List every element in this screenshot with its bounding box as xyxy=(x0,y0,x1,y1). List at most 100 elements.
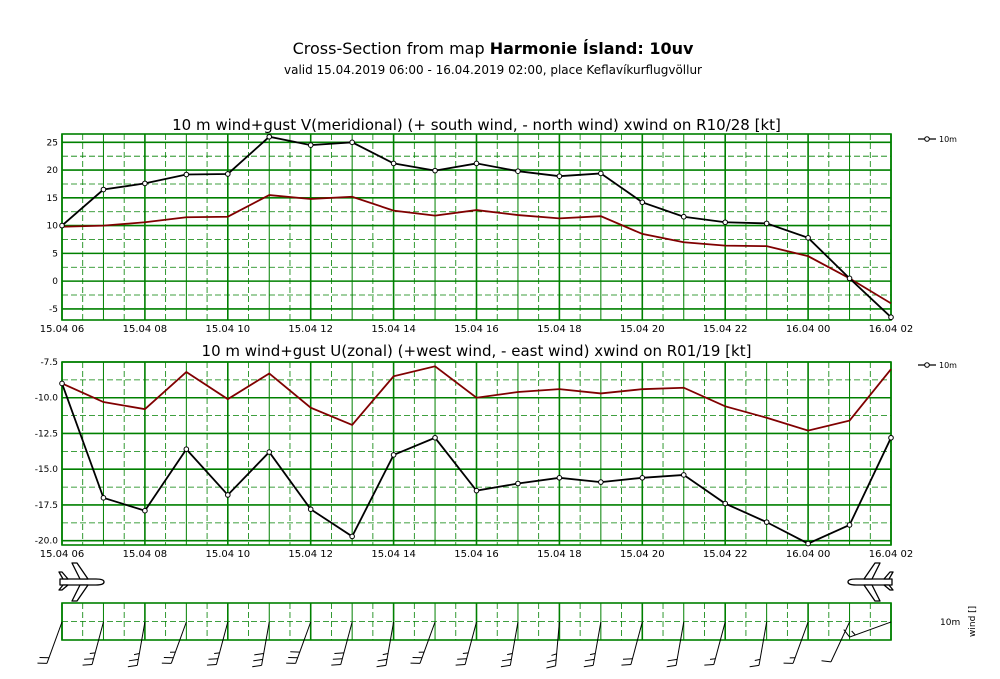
barb-feather xyxy=(334,652,344,654)
x-tick-label: 15.04 08 xyxy=(123,549,168,560)
x-tick-label: 15.04 16 xyxy=(454,549,499,560)
series-point xyxy=(515,168,521,174)
wind-barb-icon xyxy=(252,621,270,668)
wind-barb-icon xyxy=(331,621,353,666)
series-point xyxy=(473,160,480,167)
series-point xyxy=(432,167,438,174)
wind-barb-icon xyxy=(455,621,477,666)
barb-staff xyxy=(295,621,312,664)
series-point xyxy=(349,533,355,540)
y-tick-label: 0 xyxy=(52,277,58,287)
barb-feather xyxy=(457,658,467,660)
wind-barb-icon xyxy=(749,621,768,668)
series-point xyxy=(556,475,563,481)
x-tick-label: 16.04 00 xyxy=(786,324,831,335)
barb-staff xyxy=(136,621,146,666)
series-point xyxy=(142,507,148,514)
chart-title: Cross-Section from map Harmonie Ísland: … xyxy=(0,38,986,60)
series-point xyxy=(183,446,190,453)
series-point xyxy=(722,500,729,507)
series-point xyxy=(680,472,687,478)
barb-staff xyxy=(792,621,809,664)
y-tick-label: 25 xyxy=(47,138,58,148)
wind-barb-icon xyxy=(583,621,602,668)
x-tick-label: 15.04 08 xyxy=(123,324,168,335)
series-point xyxy=(473,487,480,494)
series-point xyxy=(515,480,521,487)
series-point xyxy=(266,133,273,140)
series-point xyxy=(846,275,853,282)
barb-half-feather xyxy=(382,653,389,656)
map-name: Harmonie Ísland: 10uv xyxy=(489,39,694,58)
series-point xyxy=(598,479,604,485)
series-point xyxy=(846,522,853,528)
y-tick-label: 20 xyxy=(47,166,59,176)
series-point xyxy=(639,199,646,206)
wind-barb-icon xyxy=(37,621,63,664)
series-point xyxy=(225,171,231,177)
y-tick-label: 5 xyxy=(52,249,58,259)
barb-staff xyxy=(46,621,63,664)
barb-staff xyxy=(215,621,229,665)
barb-feather xyxy=(500,664,511,668)
line-panel-1: -5 0 5 10 15 20 25 10 m wind+gust V(meridional)… xyxy=(40,116,957,335)
wind-unit-label: wind [] xyxy=(968,606,978,637)
series-point xyxy=(390,160,397,167)
barb-feather xyxy=(84,658,94,660)
barb-feather xyxy=(252,664,262,668)
legend-marker xyxy=(924,362,930,368)
wind-barb-icon xyxy=(843,621,892,638)
airplane-wing-top xyxy=(71,562,89,580)
x-tick-label: 15.04 14 xyxy=(371,324,416,335)
wind-barb-icon xyxy=(206,621,229,666)
barb-feather xyxy=(501,658,512,662)
barb-feather xyxy=(584,658,595,662)
wind-barb-icon xyxy=(621,621,643,666)
airplane-tail xyxy=(883,571,894,580)
barb-half-feather xyxy=(709,658,716,660)
barb-feather xyxy=(331,664,341,666)
series-point xyxy=(349,139,355,146)
series-point xyxy=(805,235,811,241)
wind-barb-panel: 10m wind [] xyxy=(37,602,978,669)
x-tick-label: 15.04 12 xyxy=(288,324,333,335)
y-tick-label: -10.0 xyxy=(35,394,59,404)
series-point xyxy=(100,186,107,193)
airplane-fuselage xyxy=(59,578,105,586)
series-point xyxy=(183,171,190,178)
barb-staff xyxy=(261,621,270,666)
x-tick-label: 15.04 22 xyxy=(703,549,748,560)
series-point xyxy=(722,219,729,226)
barb-feather xyxy=(455,664,466,666)
barb-half-feather xyxy=(133,653,140,656)
barb-feather xyxy=(546,659,557,663)
barb-feather xyxy=(253,658,263,662)
wind-barb-icon xyxy=(821,621,851,663)
plot-frame xyxy=(61,361,892,546)
series-point xyxy=(432,434,438,441)
y-tick-label: 10 xyxy=(47,222,59,232)
line-panel-2: -7.5 -10.0 -12.5 -15.0 -17.5 -20.0 10 m wind+g… xyxy=(35,342,957,560)
x-tick-label: 15.04 10 xyxy=(206,549,251,560)
wind-barb-icon xyxy=(82,621,104,666)
barb-staff xyxy=(555,621,560,666)
barb-staff xyxy=(419,621,436,664)
barb-feather xyxy=(666,664,677,668)
barb-feather xyxy=(377,658,388,662)
airplane-wing-bottom xyxy=(71,584,89,602)
legend: 10m xyxy=(918,361,957,370)
series-point xyxy=(763,519,770,525)
airplane-icon xyxy=(847,562,894,602)
barb-feather xyxy=(667,658,678,662)
wind-level-label: 10m xyxy=(940,618,960,628)
title-prefix: Cross-Section from map xyxy=(292,39,490,58)
barb-staff xyxy=(509,621,519,666)
x-tick-label: 15.04 10 xyxy=(206,324,251,335)
barb-feather xyxy=(704,664,714,666)
series-point xyxy=(225,492,231,498)
panel-title: 10 m wind+gust V(meridional) (+ south wi… xyxy=(172,116,781,134)
barb-feather xyxy=(208,658,218,660)
header: Cross-Section from map Harmonie Ísland: … xyxy=(0,38,986,78)
barb-feather xyxy=(206,664,217,666)
barb-feather xyxy=(821,660,832,663)
